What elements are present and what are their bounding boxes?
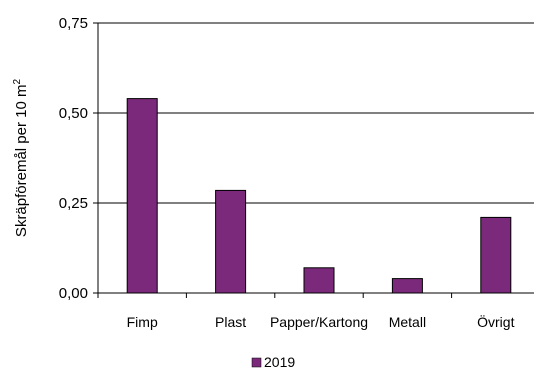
y-axis-label: Skräpföremål per 10 m2 <box>12 78 30 237</box>
y-axis-label-superscript: 2 <box>12 78 23 84</box>
x-tick-label: Plast <box>215 314 246 330</box>
x-tick-label: Övrigt <box>477 313 514 330</box>
x-tick-label: Metall <box>389 314 426 330</box>
y-tick-label: 0,50 <box>59 105 88 122</box>
bar <box>215 189 247 294</box>
y-axis-label-main: Skräpföremål per 10 m <box>13 84 30 237</box>
y-tick-label: 0,00 <box>59 285 88 302</box>
y-tick-label: 0,25 <box>59 195 88 212</box>
x-tick-label: Fimp <box>127 314 158 330</box>
bars <box>126 98 512 294</box>
gridlines <box>93 22 534 294</box>
legend-label: 2019 <box>264 354 295 370</box>
bar <box>303 267 335 294</box>
x-tick-label: Papper/Kartong <box>270 314 368 330</box>
y-tick-labels: 0,00 0,25 0,50 0,75 <box>59 15 88 302</box>
legend-swatch <box>251 357 262 368</box>
bar <box>480 216 512 294</box>
bar <box>391 278 423 294</box>
x-tick-labels: Fimp Plast Papper/Kartong Metall Övrigt <box>127 313 515 330</box>
y-tick-label: 0,75 <box>59 15 88 32</box>
axes <box>97 23 534 298</box>
bar <box>126 98 158 294</box>
legend: 2019 <box>251 354 295 370</box>
